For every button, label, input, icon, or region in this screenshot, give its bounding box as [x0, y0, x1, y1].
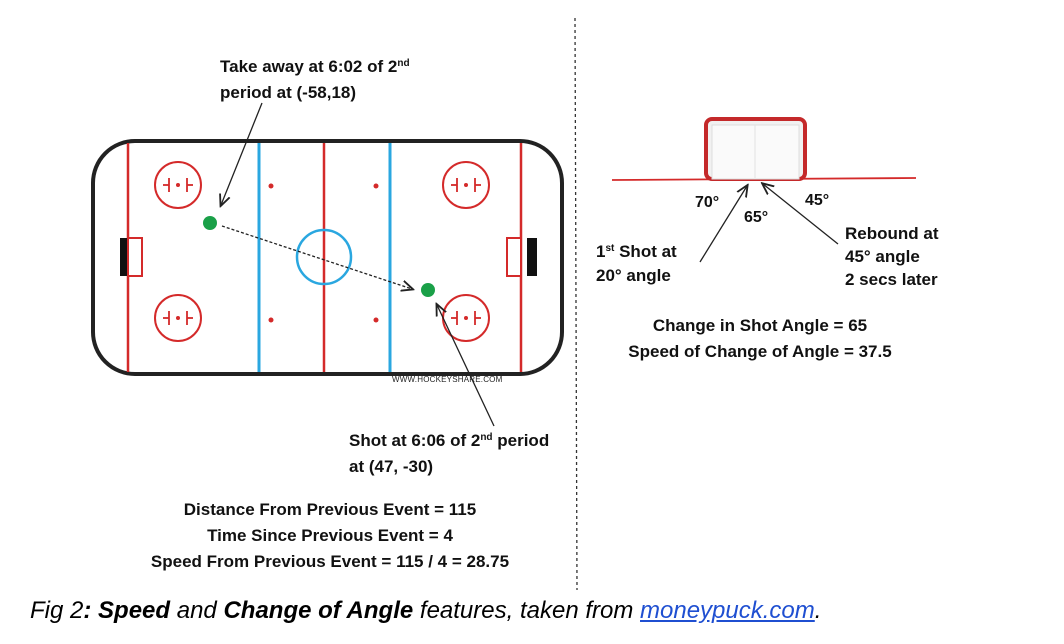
hockey-rink	[91, 139, 564, 376]
shot-leader-arrow	[437, 305, 495, 427]
watermark: WWW.HOCKEYSHARE.COM	[392, 375, 503, 384]
shot-label-line1: Shot at 6:06 of 2	[349, 431, 481, 450]
rebound-label: Rebound at 45° angle 2 secs later	[845, 222, 939, 291]
left-crease	[127, 237, 143, 277]
faceoff-dot	[373, 317, 379, 323]
angle-45-label: 45°	[805, 192, 830, 209]
right-stats: Change in Shot Angle = 65 Speed of Chang…	[590, 313, 930, 365]
faceoff-dot	[268, 183, 274, 189]
faceoff-circle	[154, 294, 202, 342]
caption-colon: :	[83, 597, 99, 624]
takeaway-leader-arrow	[221, 102, 263, 205]
faceoff-dot	[268, 317, 274, 323]
shot-label-sup: nd	[480, 432, 493, 443]
rebound-line1: Rebound at	[845, 224, 939, 243]
caption-middle: features, taken from	[413, 597, 641, 624]
first-shot-line1: Shot at	[614, 242, 677, 261]
takeaway-label: Take away at 6:02 of 2nd period at (-58,…	[220, 54, 410, 106]
caption-link[interactable]: moneypuck.com	[640, 597, 815, 624]
figure-caption: Fig 2: Speed and Change of Angle feature…	[30, 597, 821, 625]
left-stats: Distance From Previous Event = 115 Time …	[110, 497, 550, 575]
rebound-line2: 45° angle	[845, 247, 920, 266]
takeaway-label-line2: period at (-58,18)	[220, 83, 357, 102]
event-path-arrow	[221, 225, 412, 289]
rebound-arrow	[763, 184, 839, 245]
speed-stat: Speed From Previous Event = 115 / 4 = 28…	[150, 552, 510, 571]
shot-label-line1-tail: period	[492, 431, 550, 450]
first-shot-label: 1st Shot at 20° angle	[596, 240, 677, 288]
caption-bold-speed: Speed	[98, 597, 171, 624]
caption-suffix: .	[814, 597, 822, 624]
rink-outline	[91, 139, 564, 376]
right-net	[527, 238, 537, 276]
takeaway-label-line1: Take away at 6:02 of 2	[220, 57, 398, 76]
faceoff-dot	[373, 183, 379, 189]
caption-prefix: Fig 2	[30, 597, 84, 624]
first-shot-sup: st	[605, 243, 615, 254]
first-shot-arrow	[699, 186, 747, 263]
caption-and: and	[170, 597, 224, 624]
takeaway-dot	[203, 216, 217, 230]
first-shot-num: 1	[596, 242, 606, 261]
distance-stat: Distance From Previous Event = 115	[183, 500, 477, 519]
angle-change-stat: Change in Shot Angle = 65	[652, 316, 868, 335]
angle-speed-stat: Speed of Change of Angle = 37.5	[628, 342, 892, 361]
angle-65-label: 65°	[744, 209, 769, 226]
time-stat: Time Since Previous Event = 4	[207, 526, 453, 545]
faceoff-circle	[154, 161, 202, 209]
rebound-line3: 2 secs later	[845, 270, 938, 289]
takeaway-label-sup: nd	[397, 58, 410, 69]
right-crease	[506, 237, 522, 277]
faceoff-circle	[442, 294, 490, 342]
shot-label: Shot at 6:06 of 2nd period at (47, -30)	[349, 428, 549, 480]
shot-label-line2: at (47, -30)	[349, 457, 434, 476]
panel-divider	[574, 17, 578, 591]
shot-dot	[421, 283, 435, 297]
angle-70-label: 70°	[695, 194, 720, 211]
first-shot-line2: 20° angle	[596, 266, 671, 285]
caption-bold-angle: Change of Angle	[223, 597, 414, 624]
faceoff-circle	[442, 161, 490, 209]
left-net	[120, 238, 130, 276]
goal-diagram	[611, 117, 917, 181]
center-circle	[295, 228, 353, 286]
